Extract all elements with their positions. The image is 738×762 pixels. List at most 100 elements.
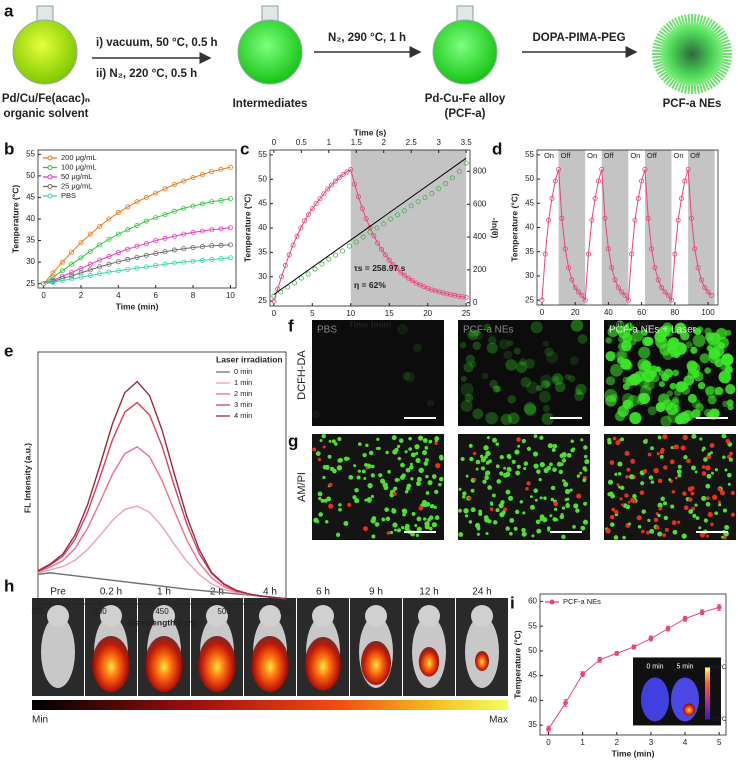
cell [431,522,438,528]
row-label: DCFH-DA [296,350,308,400]
data-point [371,233,377,239]
cell [492,385,500,393]
cell [400,462,405,468]
cell [370,518,376,524]
data-point [218,197,224,203]
legend-label: 50 μg/mL [61,172,92,181]
cell [623,361,633,371]
cell [438,482,442,487]
cell [550,485,556,491]
cell [657,502,663,508]
heat-signal [475,651,489,671]
x2-tick-label: 2 [382,138,387,147]
cell [560,513,564,516]
cell [315,451,321,456]
scheme-text: organic solvent [4,108,89,120]
data-point [106,236,112,242]
data-point [271,298,277,304]
data-point [69,273,75,279]
data-point [106,269,112,275]
cell [622,535,626,540]
y-tick-label: 35 [525,247,534,256]
cell [532,451,539,457]
cell [509,517,515,523]
data-point [171,260,177,266]
cell [669,459,675,465]
cell [605,528,611,534]
inset-colorbar [705,667,710,720]
cell [354,498,360,504]
cell [725,383,736,395]
cell [521,531,527,537]
series-line [37,380,287,600]
data-point [87,261,93,267]
cell [707,341,720,354]
cell [609,460,615,465]
scheme-text: Pd-Cu-Fe alloy [425,93,506,105]
mouse-head [47,605,69,627]
data-point [97,223,103,229]
ne-spike [714,27,724,36]
data-point [227,255,233,261]
cell [688,509,694,514]
cell [500,500,505,505]
data-point [290,242,296,248]
ne-spike [712,25,721,34]
data-point [329,182,335,188]
cell [656,452,660,456]
data-point [286,252,292,258]
cell [579,471,583,475]
cell [517,444,521,448]
data-point [69,249,75,255]
cell [478,511,483,516]
cell [511,459,516,464]
cell [409,465,414,470]
cell [338,507,342,512]
data-point [360,234,366,240]
flask [237,19,303,85]
cell [653,467,659,474]
data-point [394,212,400,218]
cell [368,450,374,456]
ne-spike [721,46,732,50]
cell [375,446,379,450]
data-point [209,227,215,233]
cell [636,515,642,521]
cell [533,488,538,493]
cell [505,489,511,495]
cell [657,513,661,518]
x-tick-label: 0 [546,738,551,747]
series-line [273,157,467,295]
cell [513,347,521,355]
cell [647,406,657,416]
x-tick-label: 25 [462,309,471,318]
cell [570,356,579,365]
cell [709,332,722,344]
x-tick-label: 10 [346,309,355,318]
cell [730,512,736,517]
cell [572,525,576,529]
cell [495,508,500,513]
cell [669,382,677,390]
cell [627,394,640,407]
cell [374,522,380,527]
data-point [662,289,668,295]
phase-label: On [674,151,684,160]
cell [485,450,491,457]
cell [312,447,317,452]
cell [371,464,375,469]
cell [378,473,383,478]
data-point [125,204,131,210]
mouse-head [312,605,334,627]
cell [695,403,704,412]
data-point [143,218,149,224]
x-tick-label: 5 [717,738,722,747]
cell [431,474,437,479]
data-point [595,178,601,184]
legend-marker [549,599,555,605]
data-point [333,252,339,258]
cell [647,518,651,523]
cell [695,516,700,520]
cell [460,375,467,382]
